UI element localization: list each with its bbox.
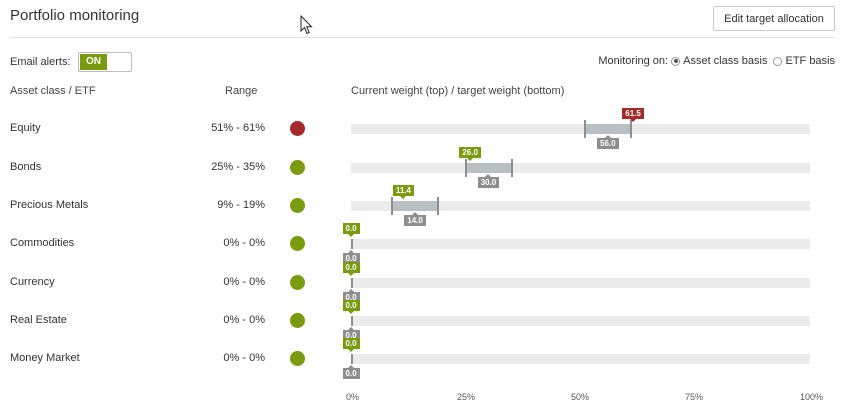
range-cap [629, 120, 632, 138]
asset-range: 0% - 0% [223, 276, 265, 288]
weight-track [351, 278, 810, 288]
asset-class-radio[interactable] [671, 56, 681, 66]
edit-target-allocation-button[interactable]: Edit target allocation [713, 6, 835, 31]
asset-name: Real Estate [10, 314, 67, 326]
asset-name: Bonds [10, 161, 42, 173]
weight-track [351, 163, 810, 173]
page-title: Portfolio monitoring [10, 7, 140, 24]
axis-tick-75: 75% [685, 392, 704, 402]
current-weight-label: 11.4 [392, 185, 414, 199]
range-cap [437, 197, 440, 215]
asset-range: 9% - 19% [217, 199, 265, 211]
range-band [392, 201, 439, 211]
status-dot [290, 160, 305, 175]
range-cap [351, 316, 353, 326]
current-weight-label: 61.5 [622, 108, 644, 122]
asset-range: 0% - 0% [223, 352, 265, 364]
email-alerts-label: Email alerts: [10, 56, 71, 68]
current-weight-label: 26.0 [459, 147, 481, 161]
toggle-on-state: ON [80, 54, 107, 70]
header-divider [10, 37, 835, 38]
weight-track [351, 239, 810, 249]
range-band [585, 124, 631, 134]
range-cap [351, 354, 353, 364]
axis-tick-0: 0% [346, 392, 360, 402]
target-weight-label: 56.0 [597, 135, 619, 149]
target-weight-label: 14.0 [404, 212, 426, 226]
range-cap [584, 120, 587, 138]
column-header-weights: Current weight (top) / target weight (bo… [351, 85, 565, 97]
asset-name: Money Market [10, 352, 80, 364]
asset-name: Currency [10, 276, 55, 288]
asset-name: Precious Metals [10, 199, 89, 211]
range-cap [351, 239, 353, 249]
current-weight-label: 0.0 [342, 223, 360, 237]
target-weight-label: 0.0 [342, 365, 360, 379]
asset-range: 0% - 0% [223, 314, 265, 326]
current-weight-label: 0.0 [342, 338, 360, 352]
target-weight-label: 0.0 [342, 250, 360, 264]
monitoring-selector: Monitoring on: Asset class basis ETF bas… [598, 55, 835, 67]
etf-option-label[interactable]: ETF basis [785, 55, 835, 67]
current-weight-label: 0.0 [342, 262, 360, 276]
target-weight-label: 0.0 [342, 327, 360, 341]
asset-range: 51% - 61% [211, 122, 265, 134]
range-cap [464, 159, 467, 177]
status-dot [290, 275, 305, 290]
axis-tick-25: 25% [457, 392, 476, 402]
asset-name: Commodities [10, 237, 75, 249]
status-dot [290, 351, 305, 366]
weight-track [351, 201, 810, 211]
current-weight-label: 0.0 [342, 300, 360, 314]
status-dot [290, 121, 305, 136]
asset-name: Equity [10, 122, 41, 134]
asset-range: 0% - 0% [223, 237, 265, 249]
weight-track [351, 124, 810, 134]
asset-class-option-label[interactable]: Asset class basis [683, 55, 768, 67]
etf-radio[interactable] [773, 56, 783, 66]
asset-range: 25% - 35% [211, 161, 265, 173]
target-weight-label: 30.0 [477, 174, 500, 188]
mouse-cursor-icon [300, 15, 313, 35]
range-cap [510, 159, 513, 177]
target-weight-label: 0.0 [342, 289, 360, 303]
column-header-range: Range [225, 85, 258, 97]
weight-track [351, 316, 810, 326]
status-dot [290, 236, 305, 251]
range-cap [351, 278, 353, 288]
status-dot [290, 198, 305, 213]
weight-track [351, 354, 810, 364]
axis-tick-50: 50% [571, 392, 590, 402]
axis-tick-100: 100% [800, 392, 824, 402]
range-band [465, 163, 512, 173]
monitoring-label: Monitoring on: [598, 55, 669, 67]
range-cap [391, 197, 394, 215]
column-header-asset: Asset class / ETF [10, 85, 96, 97]
status-dot [290, 313, 305, 328]
email-alerts-toggle[interactable]: ON [78, 52, 132, 72]
